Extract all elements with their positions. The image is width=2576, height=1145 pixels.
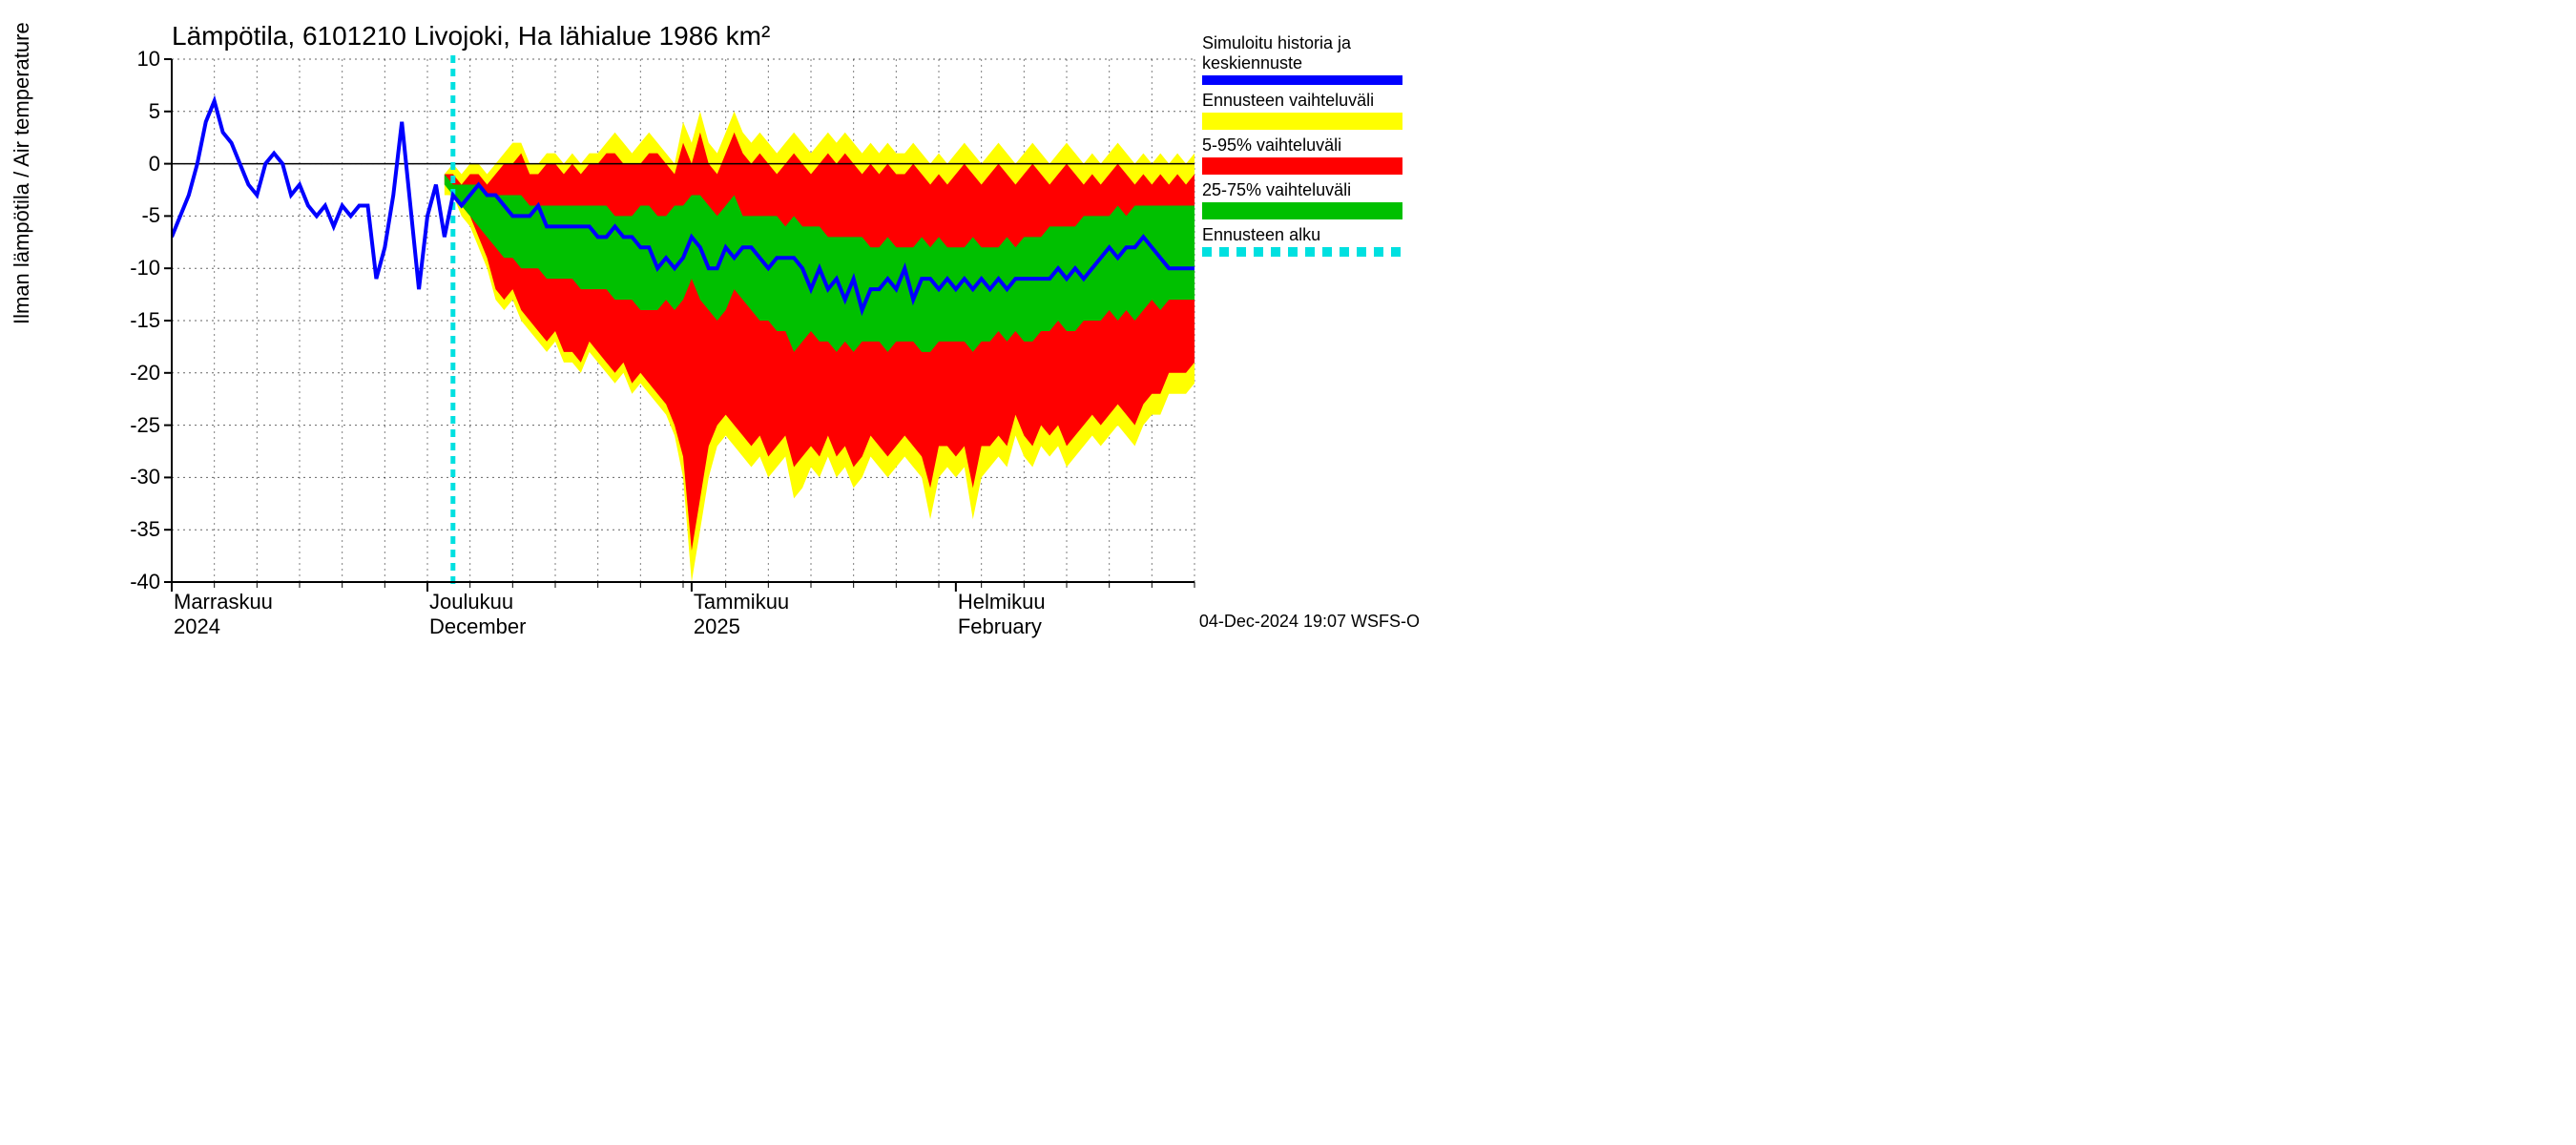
legend-item: 5-95% vaihteluväli xyxy=(1202,135,1422,175)
x-tick: JoulukuuDecember xyxy=(429,590,526,639)
y-axis-label-text: Ilman lämpötila / Air temperature xyxy=(10,22,33,324)
x-tick: Tammikuu2025 xyxy=(694,590,789,639)
legend-swatch xyxy=(1202,75,1402,85)
chart-title: Lämpötila, 6101210 Livojoki, Ha lähialue… xyxy=(172,21,770,52)
legend-item: Ennusteen vaihteluväli xyxy=(1202,91,1422,130)
y-tick: 10 xyxy=(103,47,160,72)
y-tick: -5 xyxy=(103,203,160,228)
legend-label: Ennusteen vaihteluväli xyxy=(1202,91,1422,111)
x-tick: Marraskuu2024 xyxy=(174,590,273,639)
legend-label: keskiennuste xyxy=(1202,53,1422,73)
legend-item: Simuloitu historia jakeskiennuste xyxy=(1202,33,1422,85)
y-tick: -25 xyxy=(103,413,160,438)
y-tick: -40 xyxy=(103,570,160,594)
y-tick: -30 xyxy=(103,465,160,489)
x-tick: HelmikuuFebruary xyxy=(958,590,1046,639)
y-axis-label: Ilman lämpötila / Air temperature °C xyxy=(10,0,34,324)
legend-swatch xyxy=(1202,113,1402,130)
legend-swatch xyxy=(1202,157,1402,175)
y-tick: -15 xyxy=(103,308,160,333)
temperature-forecast-chart: Lämpötila, 6101210 Livojoki, Ha lähialue… xyxy=(0,0,1431,639)
legend-swatch xyxy=(1202,247,1402,257)
y-tick: -10 xyxy=(103,256,160,281)
legend-label: Ennusteen alku xyxy=(1202,225,1422,245)
legend-swatch xyxy=(1202,202,1402,219)
y-tick: 5 xyxy=(103,99,160,124)
legend-item: 25-75% vaihteluväli xyxy=(1202,180,1422,219)
legend: Simuloitu historia jakeskiennuste Ennuste… xyxy=(1202,33,1422,262)
legend-item: Ennusteen alku xyxy=(1202,225,1422,257)
legend-label: Simuloitu historia ja xyxy=(1202,33,1422,53)
timestamp: 04-Dec-2024 19:07 WSFS-O xyxy=(1199,612,1420,632)
y-tick: -20 xyxy=(103,361,160,385)
legend-label: 5-95% vaihteluväli xyxy=(1202,135,1422,156)
legend-label: 25-75% vaihteluväli xyxy=(1202,180,1422,200)
y-tick: -35 xyxy=(103,517,160,542)
y-tick: 0 xyxy=(103,152,160,177)
